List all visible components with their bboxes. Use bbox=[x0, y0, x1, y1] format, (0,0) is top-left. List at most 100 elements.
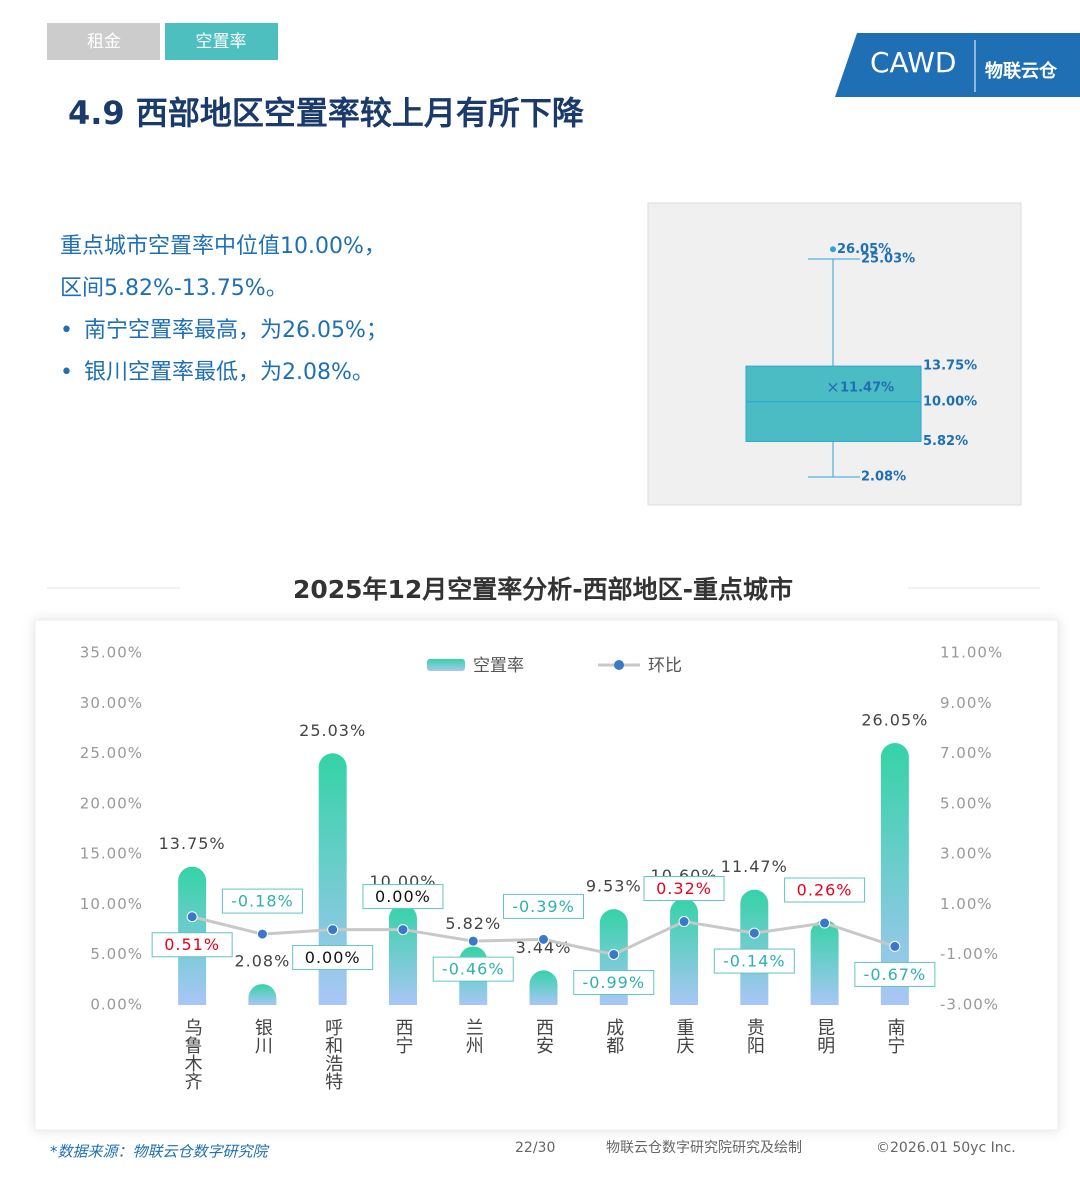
y2-tick-label: 11.00% bbox=[940, 644, 1003, 662]
bar bbox=[318, 753, 347, 1005]
y2-tick-label: 3.00% bbox=[940, 845, 993, 863]
line-label-bg bbox=[151, 932, 233, 958]
y2-tick-label: -3.00% bbox=[940, 996, 999, 1014]
x-tick-label: 呼和浩特 bbox=[322, 1018, 343, 1090]
bullet-dot: • bbox=[60, 318, 73, 343]
line-marker bbox=[608, 948, 620, 960]
y-tick-label: 20.00% bbox=[80, 794, 143, 812]
bar-label: 13.75% bbox=[159, 834, 226, 853]
tab[interactable]: 空置率 bbox=[196, 32, 247, 52]
page-title: 4.9 西部地区空置率较上月有所下降 bbox=[68, 94, 585, 132]
line-label-bg bbox=[221, 888, 303, 914]
x-tick-label: 乌鲁木齐 bbox=[182, 1018, 203, 1090]
line-marker bbox=[819, 917, 831, 929]
bar bbox=[880, 743, 909, 1005]
bar bbox=[529, 970, 558, 1005]
line-label: -0.99% bbox=[582, 973, 645, 992]
line-label: 0.00% bbox=[375, 887, 431, 906]
footer-page: 22/30 bbox=[515, 1140, 555, 1156]
y-tick-label: 15.00% bbox=[80, 845, 143, 863]
bar-label: 11.47% bbox=[721, 857, 788, 876]
bar-label: 9.53% bbox=[586, 877, 642, 896]
legend-label: 环比 bbox=[648, 656, 682, 676]
bar-label: 26.05% bbox=[861, 711, 928, 730]
tab-bg bbox=[47, 23, 160, 60]
line-label: -0.39% bbox=[512, 897, 575, 916]
line-label: 0.26% bbox=[797, 881, 853, 900]
line-label-bg bbox=[432, 956, 514, 982]
y2-tick-label: -1.00% bbox=[940, 945, 999, 963]
y-tick-label: 30.00% bbox=[80, 694, 143, 712]
x-tick-label: 南宁 bbox=[884, 1018, 905, 1054]
legend-swatch bbox=[614, 660, 624, 670]
x-tick-label: 西宁 bbox=[392, 1018, 413, 1054]
logo-text: CAWD bbox=[870, 46, 956, 79]
bullet-dot: • bbox=[60, 360, 73, 385]
logo-bg bbox=[835, 33, 1080, 97]
summary-bullet: 银川空置率最低，为2.08%。 bbox=[84, 360, 374, 385]
chart-title-bg bbox=[180, 568, 908, 614]
outlier-label: 26.05% bbox=[837, 242, 891, 257]
x-tick-label: 重庆 bbox=[674, 1018, 695, 1054]
mean-marker: × bbox=[826, 377, 839, 396]
line-label-bg bbox=[854, 961, 936, 987]
outlier bbox=[830, 246, 836, 253]
line-marker bbox=[538, 933, 549, 945]
box-label: 10.00% bbox=[923, 394, 977, 409]
bar bbox=[740, 889, 769, 1005]
y2-tick-label: 7.00% bbox=[940, 744, 993, 762]
line-marker bbox=[889, 940, 901, 952]
footer-copyright: ©2026.01 50yc Inc. bbox=[876, 1140, 1016, 1156]
summary-line: 重点城市空置率中位值10.00%， bbox=[60, 234, 386, 259]
bar-label: 2.08% bbox=[234, 952, 290, 971]
line-label-bg bbox=[713, 948, 795, 974]
y2-tick-label: 1.00% bbox=[940, 895, 993, 913]
line-label-bg bbox=[573, 969, 655, 995]
tab[interactable]: 租金 bbox=[87, 32, 121, 52]
line-marker bbox=[678, 916, 690, 928]
line-marker bbox=[467, 935, 479, 947]
line-label-bg bbox=[643, 876, 725, 902]
x-tick-label: 西安 bbox=[533, 1018, 554, 1054]
tab-bg bbox=[165, 23, 278, 60]
bar bbox=[248, 984, 277, 1005]
y-tick-label: 35.00% bbox=[80, 644, 143, 662]
bar-label: 5.82% bbox=[445, 914, 501, 933]
line-label: -0.46% bbox=[442, 960, 505, 979]
line-marker bbox=[397, 924, 409, 936]
y2-tick-label: 9.00% bbox=[940, 694, 993, 712]
line-label-bg bbox=[362, 884, 444, 910]
line-label: 0.00% bbox=[305, 948, 361, 967]
line-label-bg bbox=[503, 893, 584, 919]
logo-text: 物联云仓 bbox=[985, 60, 1058, 82]
line-label-bg bbox=[292, 945, 374, 971]
box-label: 2.08% bbox=[861, 470, 906, 485]
y-tick-label: 25.00% bbox=[80, 744, 143, 762]
bar bbox=[810, 920, 839, 1005]
box-label: 5.82% bbox=[923, 434, 968, 449]
line-marker bbox=[327, 924, 339, 936]
line-label: -0.18% bbox=[231, 892, 294, 911]
footer-source: *数据来源：物联云仓数字研究院 bbox=[50, 1143, 270, 1161]
box-label: 25.03% bbox=[861, 251, 915, 266]
y-tick-label: 0.00% bbox=[90, 996, 143, 1014]
y-tick-label: 10.00% bbox=[80, 895, 143, 913]
boxplot-panel bbox=[647, 202, 1022, 506]
x-tick-label: 贵阳 bbox=[744, 1018, 765, 1054]
bar-label: 25.03% bbox=[299, 721, 366, 740]
summary-bullet: 南宁空置率最高，为26.05%； bbox=[84, 318, 388, 343]
footer-credit: 物联云仓数字研究院研究及绘制 bbox=[606, 1140, 802, 1156]
line-label-bg bbox=[784, 877, 866, 903]
box-label: 13.75% bbox=[923, 359, 977, 374]
line-marker bbox=[748, 927, 760, 939]
line-label: -0.14% bbox=[723, 952, 786, 971]
y-tick-label: 5.00% bbox=[90, 945, 143, 963]
x-tick-label: 银川 bbox=[252, 1018, 273, 1054]
mean-label: 11.47% bbox=[840, 380, 894, 395]
legend-label: 空置率 bbox=[473, 656, 524, 676]
line-label: -0.67% bbox=[864, 965, 927, 984]
y2-tick-label: 5.00% bbox=[940, 794, 993, 812]
summary-line: 区间5.82%-13.75%。 bbox=[60, 276, 288, 301]
bar bbox=[388, 904, 417, 1005]
